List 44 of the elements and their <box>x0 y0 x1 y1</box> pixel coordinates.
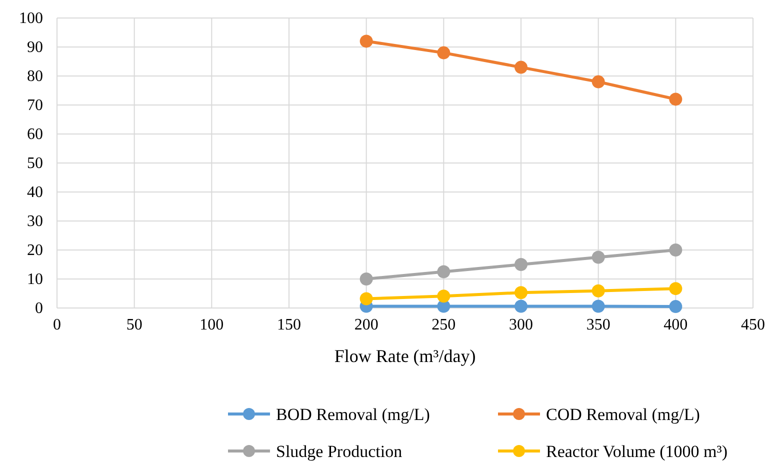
point <box>437 46 450 60</box>
x-tick-label: 150 <box>277 316 301 334</box>
x-tick-label: 300 <box>509 316 533 334</box>
x-tick-label: 450 <box>741 316 765 334</box>
x-tick-label: 250 <box>432 316 456 334</box>
point <box>669 282 682 296</box>
legend-label: COD Removal (mg/L) <box>546 405 700 424</box>
point <box>514 286 528 300</box>
y-tick-label: 60 <box>27 126 43 144</box>
point <box>437 290 450 303</box>
point <box>669 92 682 106</box>
x-tick-label: 350 <box>586 316 610 334</box>
point <box>360 272 373 286</box>
legend-label: Reactor Volume (1000 m³) <box>546 442 728 461</box>
point <box>592 250 605 264</box>
x-tick-label: 0 <box>53 316 61 334</box>
y-tick-label: 10 <box>27 271 43 288</box>
y-tick-label: 90 <box>27 39 43 56</box>
y-tick-label: 40 <box>27 184 43 202</box>
point <box>592 284 605 298</box>
y-tick-label: 100 <box>19 10 43 28</box>
point <box>669 300 682 314</box>
point <box>514 60 528 74</box>
point <box>514 300 528 313</box>
y-tick-label: 20 <box>27 242 43 260</box>
point <box>437 265 450 278</box>
y-tick-label: 30 <box>27 213 43 230</box>
legend-label: Sludge Production <box>276 442 403 461</box>
legend-label: BOD Removal (mg/L) <box>276 405 430 424</box>
point <box>669 244 682 256</box>
y-tick-label: 80 <box>27 68 43 86</box>
point <box>592 300 605 313</box>
x-tick-label: 100 <box>200 316 224 334</box>
x-tick-label: 400 <box>664 316 688 334</box>
y-tick-label: 50 <box>27 155 43 172</box>
x-tick-label: 200 <box>354 316 378 334</box>
y-tick-label: 70 <box>27 97 43 114</box>
point <box>360 34 373 48</box>
point <box>514 258 528 271</box>
point <box>592 75 605 88</box>
y-tick-label: 0 <box>35 300 43 318</box>
point <box>360 292 373 306</box>
x-axis-title: Flow Rate (m³/day) <box>334 346 476 366</box>
x-tick-label: 50 <box>126 316 142 334</box>
